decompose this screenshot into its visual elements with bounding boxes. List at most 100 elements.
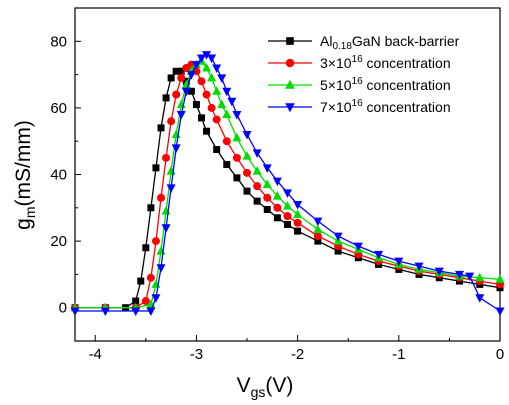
data-point xyxy=(187,87,195,95)
data-point xyxy=(495,274,505,283)
data-point xyxy=(131,307,141,317)
data-point xyxy=(233,174,241,182)
data-point xyxy=(166,184,176,193)
y-tick-label: 40 xyxy=(50,167,67,184)
y-tick-label: 80 xyxy=(50,33,67,50)
data-point xyxy=(202,90,211,99)
data-point xyxy=(162,94,170,102)
data-point xyxy=(177,73,186,82)
data-point xyxy=(207,103,216,112)
data-point xyxy=(157,193,166,202)
data-point xyxy=(177,67,185,75)
data-point xyxy=(191,61,201,70)
data-point xyxy=(334,247,342,255)
legend-label: 5×1016 concentration xyxy=(320,76,451,93)
data-point xyxy=(207,54,217,63)
data-point xyxy=(252,149,262,158)
data-point xyxy=(262,179,272,188)
legend-label: 3×1016 concentration xyxy=(320,54,451,71)
y-tick-label: 60 xyxy=(50,100,67,117)
x-tick-label: 0 xyxy=(496,346,504,363)
data-point xyxy=(227,97,237,107)
data-point xyxy=(272,177,282,187)
data-point xyxy=(263,205,271,213)
y-tick-label: 20 xyxy=(50,233,67,250)
data-point xyxy=(217,74,227,83)
data-point xyxy=(100,307,110,317)
data-point xyxy=(152,164,160,172)
data-point xyxy=(284,220,291,228)
data-point xyxy=(192,101,200,109)
data-point xyxy=(434,267,444,277)
data-point xyxy=(213,146,221,154)
data-point xyxy=(253,182,262,191)
series-layer xyxy=(70,51,505,317)
data-point xyxy=(222,109,232,119)
x-tick-label: -3 xyxy=(190,346,203,363)
data-point xyxy=(147,204,155,212)
data-point xyxy=(146,273,155,282)
data-point xyxy=(197,114,205,122)
data-point xyxy=(197,77,206,86)
data-point xyxy=(495,307,505,317)
data-point xyxy=(455,270,465,280)
data-point xyxy=(353,242,363,252)
data-point xyxy=(203,127,211,135)
legend-label: Al0.18GaN back-barrier xyxy=(320,33,460,52)
data-point xyxy=(171,144,181,153)
data-point xyxy=(314,237,322,245)
data-point xyxy=(181,87,191,97)
data-point xyxy=(283,201,292,210)
data-point xyxy=(196,54,206,63)
series-line xyxy=(75,60,501,309)
data-point xyxy=(70,307,80,317)
data-point xyxy=(176,111,186,120)
legend-entry: 5×1016 concentration xyxy=(268,76,451,93)
data-point xyxy=(273,214,281,222)
x-axis-title: Vgs(V) xyxy=(237,374,294,400)
data-point xyxy=(243,187,251,195)
data-point xyxy=(313,224,323,233)
legend-entry: 3×1016 concentration xyxy=(268,54,451,71)
data-point xyxy=(146,307,156,317)
data-point xyxy=(156,264,166,273)
data-point xyxy=(243,168,252,177)
data-point xyxy=(285,103,295,113)
data-point xyxy=(374,250,384,260)
data-point xyxy=(475,294,485,303)
data-point xyxy=(172,67,180,75)
data-point xyxy=(232,111,242,120)
data-point xyxy=(294,227,302,235)
y-axis-title: gm(mS/mm) xyxy=(12,120,38,230)
axis-ticks: -4 -3 -2 -1 0 0 20 40 60 80 xyxy=(50,7,504,363)
legend-label: 7×1016 concentration xyxy=(320,98,451,115)
data-point xyxy=(202,51,212,60)
x-tick-label: -1 xyxy=(392,346,405,363)
data-point xyxy=(207,72,217,82)
data-point xyxy=(186,71,196,80)
data-point xyxy=(262,164,272,173)
data-point xyxy=(313,217,323,227)
data-point xyxy=(273,203,282,212)
data-point xyxy=(232,153,241,162)
data-point xyxy=(132,297,140,305)
data-point xyxy=(212,115,221,124)
data-point xyxy=(167,117,176,126)
data-point xyxy=(242,151,252,160)
data-point xyxy=(142,244,150,252)
data-point xyxy=(414,262,424,272)
data-point xyxy=(212,86,222,95)
data-point xyxy=(252,166,262,175)
data-point xyxy=(263,193,272,202)
data-point xyxy=(285,58,295,68)
data-point xyxy=(223,161,231,169)
x-tick-label: -4 xyxy=(89,346,102,363)
data-point xyxy=(217,99,227,109)
data-point xyxy=(286,37,294,45)
data-point xyxy=(293,209,303,218)
data-point xyxy=(137,277,145,285)
data-point xyxy=(222,87,232,97)
legend-entry: 7×1016 concentration xyxy=(268,98,451,115)
data-point xyxy=(283,212,292,221)
